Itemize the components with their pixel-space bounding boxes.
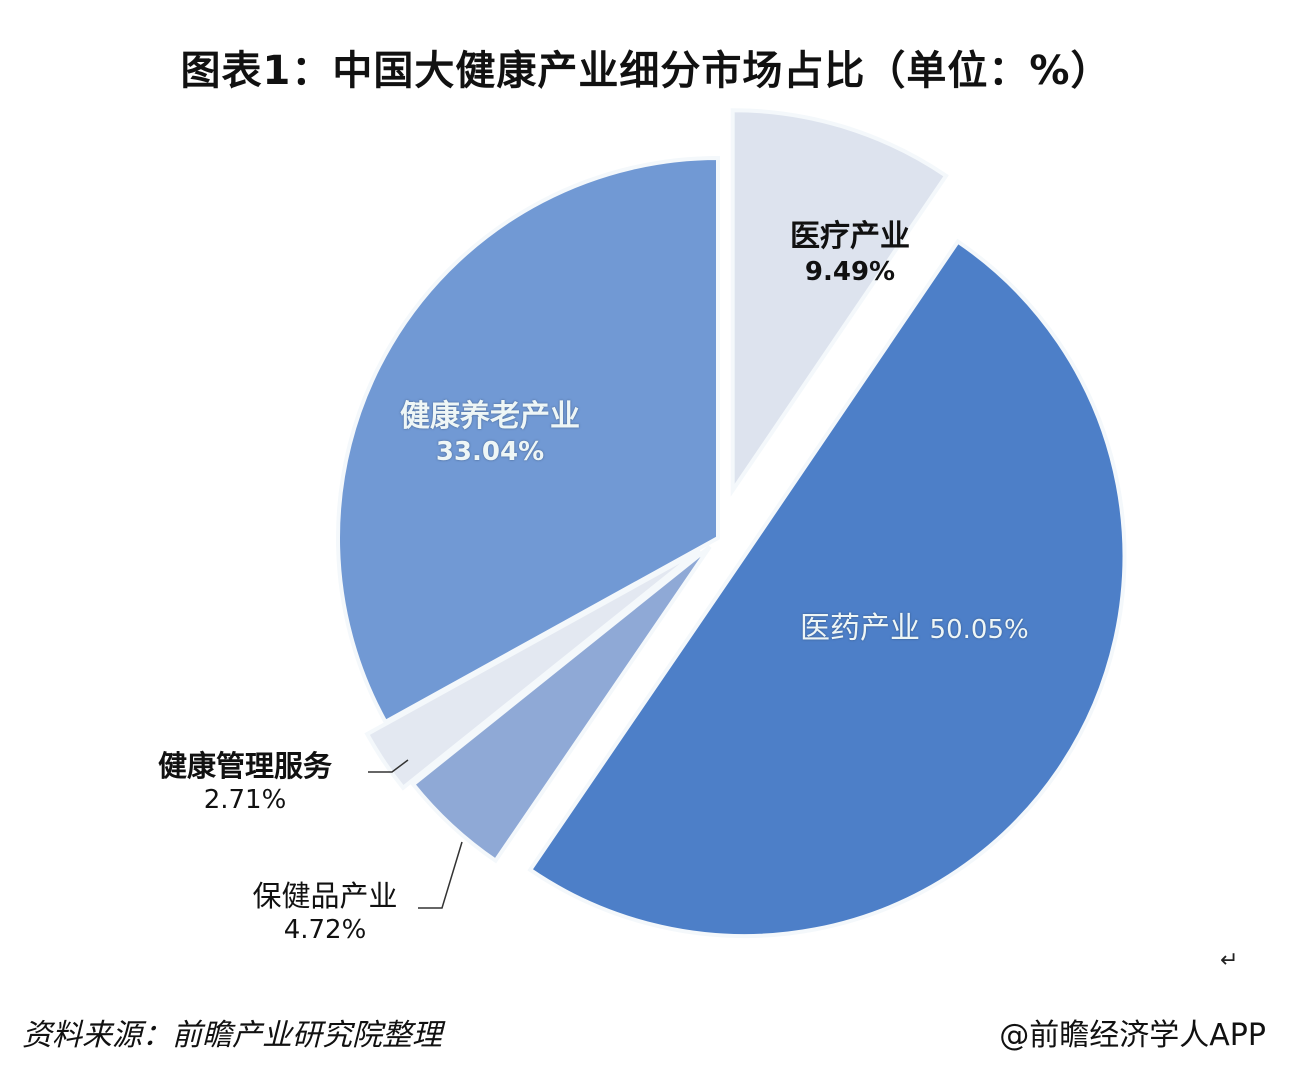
- label-health-mgmt-value: 2.71%: [203, 785, 287, 816]
- slice-medical: [730, 108, 949, 497]
- source-note: 资料来源：前瞻产业研究院整理: [22, 1018, 442, 1053]
- label-supplements-name: 保健品产业: [252, 879, 398, 913]
- label-medical: 医疗产业 9.49%: [760, 218, 940, 288]
- label-pharma-value: 50.05%: [929, 615, 1029, 645]
- slice-supplements: [410, 545, 712, 864]
- watermark: @前瞻经济学人APP: [999, 1018, 1266, 1053]
- leader-line-supplements: [418, 841, 463, 909]
- label-pharma-name: 医药产业: [800, 611, 920, 646]
- slice-elderly-care: [336, 155, 720, 725]
- label-medical-value: 9.49%: [804, 256, 896, 287]
- label-supplements-value: 4.72%: [283, 915, 367, 946]
- slice-health-mgmt: [364, 548, 701, 791]
- return-mark-icon: ↵: [1220, 948, 1239, 973]
- label-elderly-care: 健康养老产业 33.04%: [360, 398, 620, 468]
- label-health-mgmt-name: 健康管理服务: [157, 749, 332, 783]
- label-elderly-care-name: 健康养老产业: [400, 399, 580, 434]
- label-pharma: 医药产业 50.05%: [800, 610, 1100, 648]
- chart-title: 图表1：中国大健康产业细分市场占比（单位：%）: [180, 48, 1112, 94]
- leader-line-health-mgmt: [368, 759, 409, 773]
- label-supplements: 保健品产业 4.72%: [215, 878, 435, 947]
- label-health-mgmt: 健康管理服务 2.71%: [125, 748, 365, 817]
- label-medical-name: 医疗产业: [790, 219, 910, 254]
- slice-pharma: [527, 238, 1127, 938]
- label-elderly-care-value: 33.04%: [435, 436, 545, 467]
